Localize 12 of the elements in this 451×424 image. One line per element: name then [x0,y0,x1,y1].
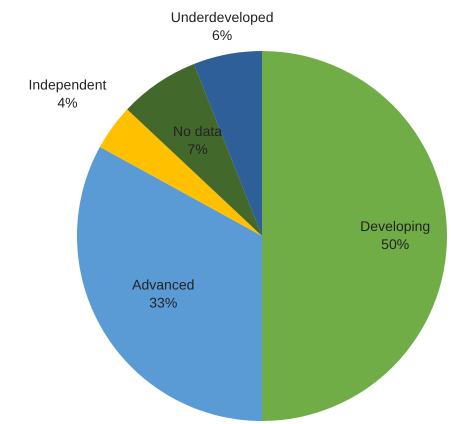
data-label: 33% [149,294,178,310]
slice-label: Independent [28,76,106,93]
slice-label: Underdeveloped [170,9,274,26]
data-label: 50% [381,236,410,252]
data-label: 6% [212,27,232,44]
data-label: 7% [187,141,208,158]
data-label: 4% [57,94,78,111]
pie-slice [127,64,262,236]
slice-label: Advanced [132,276,194,292]
pie-slice [100,109,262,236]
pie-slice [262,51,447,421]
slice-label: Developing [360,218,430,234]
